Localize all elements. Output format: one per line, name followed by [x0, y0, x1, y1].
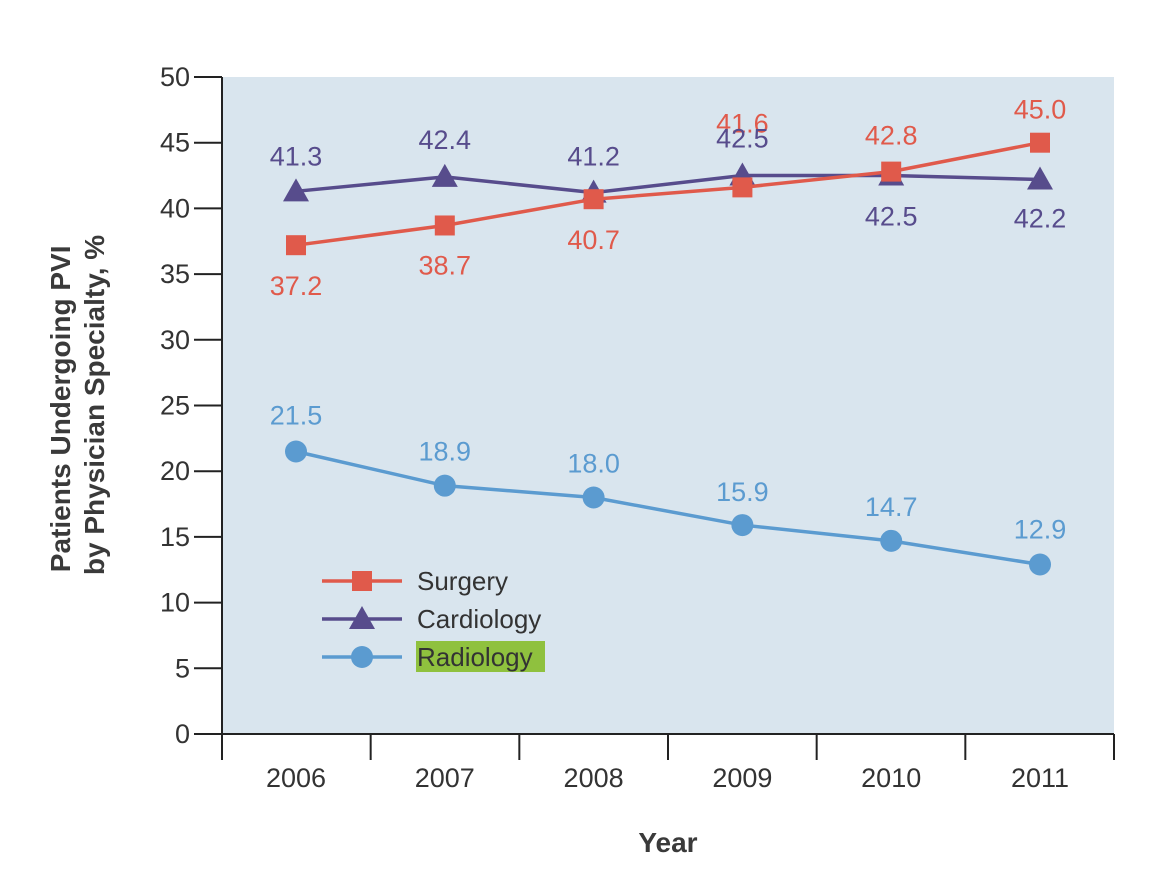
- series-line-radiology: [295, 449, 1041, 567]
- data-label-surgery: 41.6: [716, 108, 769, 138]
- data-label-radiology: 18.9: [419, 437, 472, 467]
- y-tick-label: 45: [160, 128, 190, 158]
- y-tick-label: 5: [175, 653, 190, 683]
- marker-radiology: [731, 514, 754, 537]
- y-tick-label: 50: [160, 62, 190, 92]
- legend: Surgery Cardiology Radiology: [322, 566, 545, 672]
- data-label-radiology: 14.7: [865, 492, 918, 522]
- y-axis: 0 5 10 15 20 25 30 35 40 45 50: [160, 62, 223, 749]
- marker-surgery: [881, 161, 902, 182]
- data-label-radiology: 15.9: [716, 477, 769, 507]
- data-label-radiology: 18.0: [567, 448, 620, 478]
- legend-label-cardiology: Cardiology: [417, 604, 541, 634]
- data-label-cardiology: 41.2: [567, 142, 620, 172]
- y-tick-label: 15: [160, 522, 190, 552]
- marker-cardiology: [1027, 166, 1053, 190]
- data-label-cardiology: 42.5: [716, 124, 769, 154]
- data-labels: 37.2 38.7 40.7 41.6 42.8 45.0 41.3 42.4 41.2 42.5…: [270, 95, 1067, 545]
- marker-surgery: [1030, 132, 1050, 153]
- y-tick-label: 35: [160, 259, 190, 289]
- y-axis-title: Patients Undergoing PVI by Physician Spe…: [45, 235, 110, 575]
- data-label-cardiology: 42.2: [1014, 203, 1067, 233]
- x-tick-label: 2009: [712, 763, 772, 793]
- data-label-radiology: 12.9: [1014, 514, 1067, 544]
- series-layer: [283, 132, 1053, 576]
- x-tick-label: 2011: [1011, 763, 1069, 793]
- data-label-cardiology: 41.3: [270, 141, 323, 171]
- y-tick-label: 40: [160, 193, 190, 223]
- marker-radiology: [1029, 553, 1051, 576]
- series-radiology: [285, 440, 1051, 576]
- plot-area: [222, 77, 1114, 734]
- legend-highlight: [416, 641, 545, 672]
- marker-radiology: [433, 474, 456, 497]
- data-label-surgery: 37.2: [270, 271, 323, 301]
- legend-label-radiology: Radiology: [417, 642, 533, 672]
- marker-radiology: [582, 486, 605, 509]
- legend-marker-radiology: [351, 646, 373, 668]
- marker-surgery: [286, 235, 306, 256]
- legend-label-surgery: Surgery: [417, 566, 508, 596]
- series-surgery: [286, 132, 1050, 256]
- x-axis-title: Year: [638, 827, 697, 858]
- legend-marker-cardiology: [349, 606, 375, 629]
- marker-cardiology: [283, 178, 309, 202]
- marker-cardiology: [431, 163, 458, 187]
- marker-radiology: [880, 529, 903, 552]
- legend-item-surgery: Surgery: [322, 566, 508, 596]
- data-label-surgery: 42.8: [865, 121, 918, 151]
- x-tick-label: 2010: [861, 763, 921, 793]
- series-line-surgery: [295, 140, 1041, 247]
- x-axis: 2006 2007 2008 2009 2010 2011: [221, 733, 1115, 793]
- data-label-surgery: 40.7: [567, 225, 620, 255]
- y-tick-label: 30: [160, 325, 190, 355]
- legend-marker-surgery: [352, 571, 372, 591]
- y-tick-label: 20: [160, 456, 190, 486]
- y-tick-label: 10: [160, 588, 190, 618]
- series-line-cardiology: [295, 173, 1041, 195]
- y-axis-title-line-1: Patients Undergoing PVI: [45, 246, 76, 573]
- legend-item-radiology: Radiology: [322, 641, 545, 672]
- marker-surgery: [583, 189, 604, 210]
- x-tick-label: 2006: [266, 763, 326, 793]
- legend-item-cardiology: Cardiology: [322, 604, 541, 634]
- data-label-cardiology: 42.4: [419, 125, 472, 155]
- y-axis-title-line-2: by Physician Specialty, %: [79, 235, 110, 575]
- marker-surgery: [732, 177, 753, 198]
- marker-surgery: [434, 215, 455, 236]
- data-label-surgery: 38.7: [419, 250, 472, 280]
- marker-radiology: [285, 440, 307, 463]
- x-tick-label: 2007: [415, 763, 475, 793]
- y-tick-label: 0: [175, 719, 190, 749]
- data-label-radiology: 21.5: [270, 400, 323, 430]
- data-label-cardiology: 42.5: [865, 202, 918, 232]
- x-tick-label: 2008: [564, 763, 624, 793]
- data-label-surgery: 45.0: [1014, 95, 1067, 125]
- y-tick-label: 25: [160, 391, 190, 421]
